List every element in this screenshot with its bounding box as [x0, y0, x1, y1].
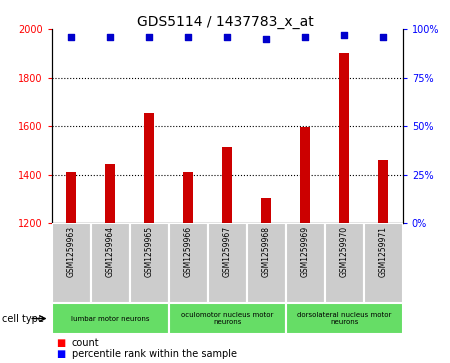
Bar — [301, 127, 310, 223]
Bar — [130, 223, 169, 303]
Bar — [144, 113, 154, 223]
Bar — [247, 223, 286, 303]
Text: percentile rank within the sample: percentile rank within the sample — [72, 349, 237, 359]
Bar — [91, 223, 130, 303]
Text: GSM1259971: GSM1259971 — [379, 226, 388, 277]
Text: GSM1259964: GSM1259964 — [106, 226, 115, 277]
Bar — [169, 223, 208, 303]
Point — [107, 34, 114, 40]
Text: GDS5114 / 1437783_x_at: GDS5114 / 1437783_x_at — [137, 15, 313, 29]
Point — [146, 34, 153, 40]
Point — [68, 34, 75, 40]
Point — [184, 34, 192, 40]
Point — [341, 32, 348, 38]
Bar — [261, 198, 271, 223]
Text: cell type: cell type — [2, 314, 44, 323]
Text: GSM1259970: GSM1259970 — [340, 226, 349, 277]
Text: GSM1259967: GSM1259967 — [223, 226, 232, 277]
Text: GSM1259968: GSM1259968 — [262, 226, 271, 277]
Point — [302, 34, 309, 40]
Text: GSM1259963: GSM1259963 — [67, 226, 76, 277]
Bar — [286, 303, 403, 334]
Bar — [364, 223, 403, 303]
Text: GSM1259966: GSM1259966 — [184, 226, 193, 277]
Bar — [325, 223, 364, 303]
Bar — [184, 172, 193, 223]
Text: GSM1259969: GSM1259969 — [301, 226, 310, 277]
Bar — [208, 223, 247, 303]
Point — [380, 34, 387, 40]
Point — [263, 36, 270, 42]
Text: ■: ■ — [56, 349, 66, 359]
Point — [224, 34, 231, 40]
Bar — [52, 223, 91, 303]
Bar — [52, 303, 169, 334]
Bar — [286, 223, 325, 303]
Text: count: count — [72, 338, 99, 348]
Bar — [169, 303, 286, 334]
Bar — [67, 172, 76, 223]
Bar — [339, 53, 349, 223]
Text: dorsolateral nucleus motor
neurons: dorsolateral nucleus motor neurons — [297, 312, 392, 325]
Text: oculomotor nucleus motor
neurons: oculomotor nucleus motor neurons — [181, 312, 274, 325]
Text: ■: ■ — [56, 338, 66, 348]
Text: lumbar motor neurons: lumbar motor neurons — [71, 315, 149, 322]
Bar — [222, 147, 232, 223]
Bar — [378, 160, 388, 223]
Bar — [105, 164, 115, 223]
Text: GSM1259965: GSM1259965 — [145, 226, 154, 277]
